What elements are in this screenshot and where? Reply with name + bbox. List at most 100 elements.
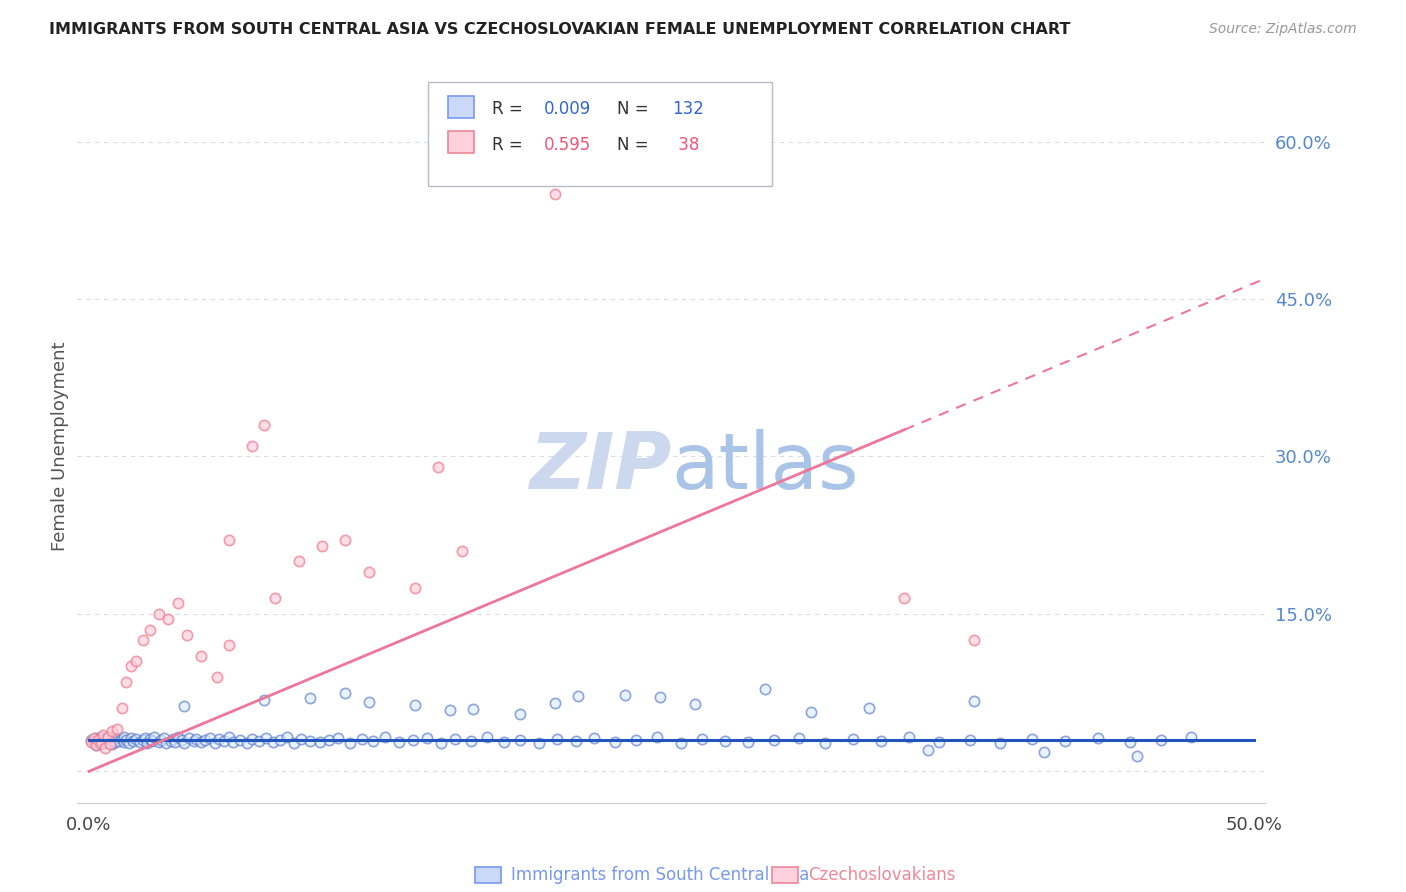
Text: 0.009: 0.009 (544, 100, 592, 118)
Text: 38: 38 (672, 136, 699, 153)
Point (404, 581, 426, 595)
Point (124, 654, 146, 668)
Point (157, 612, 180, 626)
Point (104, 735, 127, 749)
Point (714, 734, 737, 748)
Point (152, 731, 174, 745)
Text: Czechoslovakians: Czechoslovakians (808, 866, 956, 884)
Text: atlas: atlas (672, 429, 859, 506)
Point (264, 591, 287, 606)
Point (115, 732, 138, 747)
Point (97, 736, 120, 750)
Point (190, 735, 212, 749)
Point (1033, 746, 1056, 760)
Point (544, 696, 567, 710)
Point (91, 728, 114, 742)
Point (110, 701, 132, 715)
Point (190, 648, 212, 663)
Point (361, 734, 384, 748)
Point (870, 734, 893, 748)
Point (101, 724, 124, 739)
Point (959, 732, 981, 747)
Point (963, 694, 986, 708)
Point (460, 734, 482, 748)
Point (1126, 748, 1149, 763)
Point (893, 591, 915, 606)
Point (648, 690, 671, 704)
Point (299, 734, 322, 748)
Point (509, 732, 531, 747)
Point (129, 735, 152, 749)
Point (335, 533, 357, 548)
Point (605, 735, 627, 749)
Point (439, 703, 461, 717)
Point (222, 735, 245, 749)
Point (94, 731, 117, 746)
Point (83, 735, 105, 749)
Point (463, 702, 485, 716)
Point (155, 736, 177, 750)
Point (477, 730, 499, 744)
Point (87, 736, 110, 750)
Point (159, 734, 181, 748)
Point (120, 731, 142, 745)
Point (131, 633, 153, 648)
Point (117, 736, 139, 750)
Point (204, 736, 226, 750)
Point (124, 731, 146, 746)
Point (350, 731, 373, 746)
Point (94, 741, 117, 756)
Text: IMMIGRANTS FROM SOUTH CENTRAL ASIA VS CZECHOSLOVAKIAN FEMALE UNEMPLOYMENT CORREL: IMMIGRANTS FROM SOUTH CENTRAL ASIA VS CZ… (49, 22, 1070, 37)
Point (131, 732, 153, 747)
Point (328, 731, 350, 745)
Point (91, 734, 114, 748)
Point (898, 730, 921, 744)
Point (963, 633, 986, 648)
Point (208, 731, 231, 746)
Point (176, 628, 198, 642)
Point (83, 731, 105, 745)
Point (1180, 730, 1202, 744)
Point (690, 731, 713, 746)
Text: ZIP: ZIP (529, 429, 672, 506)
Point (814, 736, 837, 750)
Point (205, 670, 228, 684)
Point (789, 731, 811, 745)
Point (287, 554, 309, 568)
Point (357, 565, 380, 579)
Point (544, 187, 567, 202)
Point (143, 730, 166, 744)
Point (737, 735, 759, 749)
Point (762, 732, 785, 747)
Point (101, 730, 124, 744)
Point (136, 736, 159, 750)
Point (565, 734, 588, 748)
Point (101, 737, 124, 751)
Point (87, 732, 110, 747)
Point (247, 734, 270, 748)
Point (858, 701, 880, 715)
Point (928, 735, 950, 749)
Point (450, 544, 472, 558)
FancyBboxPatch shape (449, 95, 474, 118)
Text: Source: ZipAtlas.com: Source: ZipAtlas.com (1209, 22, 1357, 37)
Point (218, 533, 240, 548)
Point (374, 730, 396, 744)
Point (212, 734, 235, 748)
Point (754, 682, 776, 697)
Point (402, 732, 425, 747)
Point (218, 730, 240, 744)
Point (1119, 735, 1142, 749)
Point (172, 732, 194, 747)
Point (98, 734, 121, 748)
Text: R =: R = (492, 136, 529, 153)
FancyBboxPatch shape (475, 867, 502, 883)
Point (842, 731, 865, 746)
Point (254, 731, 277, 745)
Point (357, 695, 380, 709)
Text: 132: 132 (672, 100, 704, 118)
Point (339, 736, 361, 750)
Point (276, 730, 298, 744)
Point (98, 737, 121, 751)
Point (429, 736, 451, 750)
